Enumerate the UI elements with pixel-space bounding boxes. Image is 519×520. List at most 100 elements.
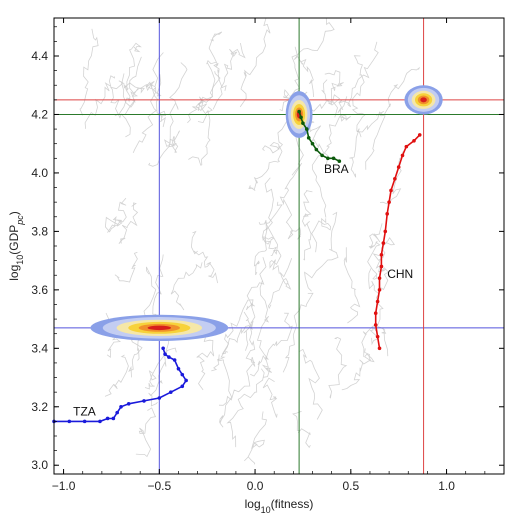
series-point	[169, 390, 173, 394]
background-trajectories	[79, 18, 421, 465]
background-trajectory	[218, 354, 233, 428]
series-point	[381, 241, 386, 245]
series-point	[115, 410, 119, 415]
series-point	[301, 121, 305, 126]
series-point	[337, 159, 342, 164]
background-trajectory	[248, 141, 283, 191]
x-tick-label: 0.0	[247, 479, 264, 493]
series-point	[180, 384, 185, 389]
series-point	[377, 276, 382, 280]
series-point	[377, 346, 382, 351]
background-trajectory	[343, 247, 361, 324]
series-point	[184, 378, 188, 383]
series-chn: CHN	[373, 133, 422, 351]
attractor	[285, 91, 313, 138]
series-point	[176, 366, 181, 371]
series-point	[375, 299, 380, 304]
background-trajectory	[197, 59, 217, 124]
background-trajectory	[282, 292, 314, 373]
series-point	[396, 165, 401, 169]
series-point	[111, 416, 116, 421]
series-point	[67, 419, 72, 424]
background-trajectory	[218, 328, 256, 406]
background-trajectory	[253, 219, 268, 276]
background-trajectory	[309, 120, 327, 218]
background-trajectory	[137, 254, 164, 361]
background-trajectory	[118, 52, 164, 116]
series-point	[412, 138, 416, 143]
series-point	[389, 188, 393, 193]
background-trajectory	[261, 177, 277, 256]
series-point	[299, 115, 303, 120]
series-point	[400, 153, 405, 158]
background-trajectory	[368, 268, 389, 357]
background-trajectory	[293, 18, 335, 98]
series-point	[377, 288, 382, 292]
background-trajectory	[372, 237, 396, 291]
series-point	[180, 372, 185, 377]
attractor	[90, 314, 229, 341]
background-trajectory	[226, 368, 265, 448]
y-tick-label: 3.6	[31, 283, 48, 297]
series-point	[161, 346, 165, 351]
attractors	[90, 85, 443, 341]
background-trajectory	[256, 280, 272, 378]
x-tick-label: 1.0	[438, 479, 455, 493]
series-point	[404, 144, 409, 149]
y-tick-label: 4.0	[31, 166, 48, 180]
series-point	[82, 419, 87, 424]
series-label-tza: TZA	[73, 405, 96, 419]
background-trajectory	[367, 223, 383, 280]
x-tick-label: −0.5	[147, 479, 171, 493]
background-trajectory	[250, 312, 293, 377]
series-point	[105, 416, 110, 421]
background-trajectory	[221, 256, 267, 355]
background-trajectory	[114, 251, 138, 283]
series-point	[119, 404, 123, 409]
series-point	[379, 252, 384, 257]
background-trajectory	[351, 55, 366, 138]
background-trajectory	[145, 81, 167, 128]
background-trajectory	[341, 348, 375, 391]
series-point	[157, 396, 162, 400]
x-tick-label: 0.5	[342, 479, 359, 493]
background-trajectory	[338, 41, 379, 111]
y-tick-label: 3.0	[31, 458, 48, 472]
background-trajectory	[163, 130, 181, 153]
background-trajectory	[104, 354, 129, 397]
series-point	[375, 334, 380, 339]
background-trajectory	[243, 302, 256, 351]
background-trajectory	[279, 162, 303, 240]
series-bra: BRA	[297, 109, 349, 176]
series-point	[373, 311, 378, 316]
background-trajectory	[328, 336, 348, 399]
series-point	[379, 264, 384, 269]
series-point	[326, 156, 330, 161]
series-label-bra: BRA	[324, 162, 349, 176]
background-trajectory	[104, 197, 127, 233]
series-tza: TZA	[52, 346, 188, 424]
background-trajectory	[196, 324, 215, 391]
background-trajectory	[211, 311, 253, 372]
background-trajectory	[302, 190, 313, 261]
series-point	[304, 127, 309, 131]
background-trajectory	[239, 18, 271, 108]
y-tick-label: 4.2	[31, 107, 48, 121]
background-trajectory	[148, 347, 177, 407]
attractor-ring	[420, 97, 427, 103]
series-point	[306, 136, 311, 140]
attractor-ring	[147, 325, 172, 331]
background-trajectory	[208, 31, 227, 91]
background-trajectory	[212, 43, 246, 110]
series-point	[142, 399, 146, 403]
background-trajectory	[365, 66, 421, 170]
y-tick-label: 3.8	[31, 224, 48, 238]
background-trajectory	[188, 106, 213, 166]
country-series: TZA BRA CHN	[52, 109, 422, 424]
series-point	[417, 133, 422, 137]
background-trajectory	[124, 42, 142, 103]
attractor	[404, 85, 443, 115]
y-tick-label: 3.4	[31, 341, 48, 355]
background-trajectory	[118, 202, 139, 245]
background-trajectory	[244, 411, 267, 465]
